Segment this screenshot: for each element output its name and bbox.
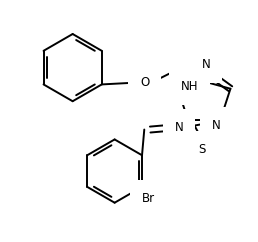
Text: N: N (174, 121, 183, 134)
Text: S: S (198, 143, 205, 156)
Text: Br: Br (141, 192, 155, 205)
Text: N: N (212, 119, 221, 132)
Text: O: O (140, 76, 149, 89)
Text: NH: NH (181, 80, 198, 93)
Text: N: N (202, 58, 211, 71)
